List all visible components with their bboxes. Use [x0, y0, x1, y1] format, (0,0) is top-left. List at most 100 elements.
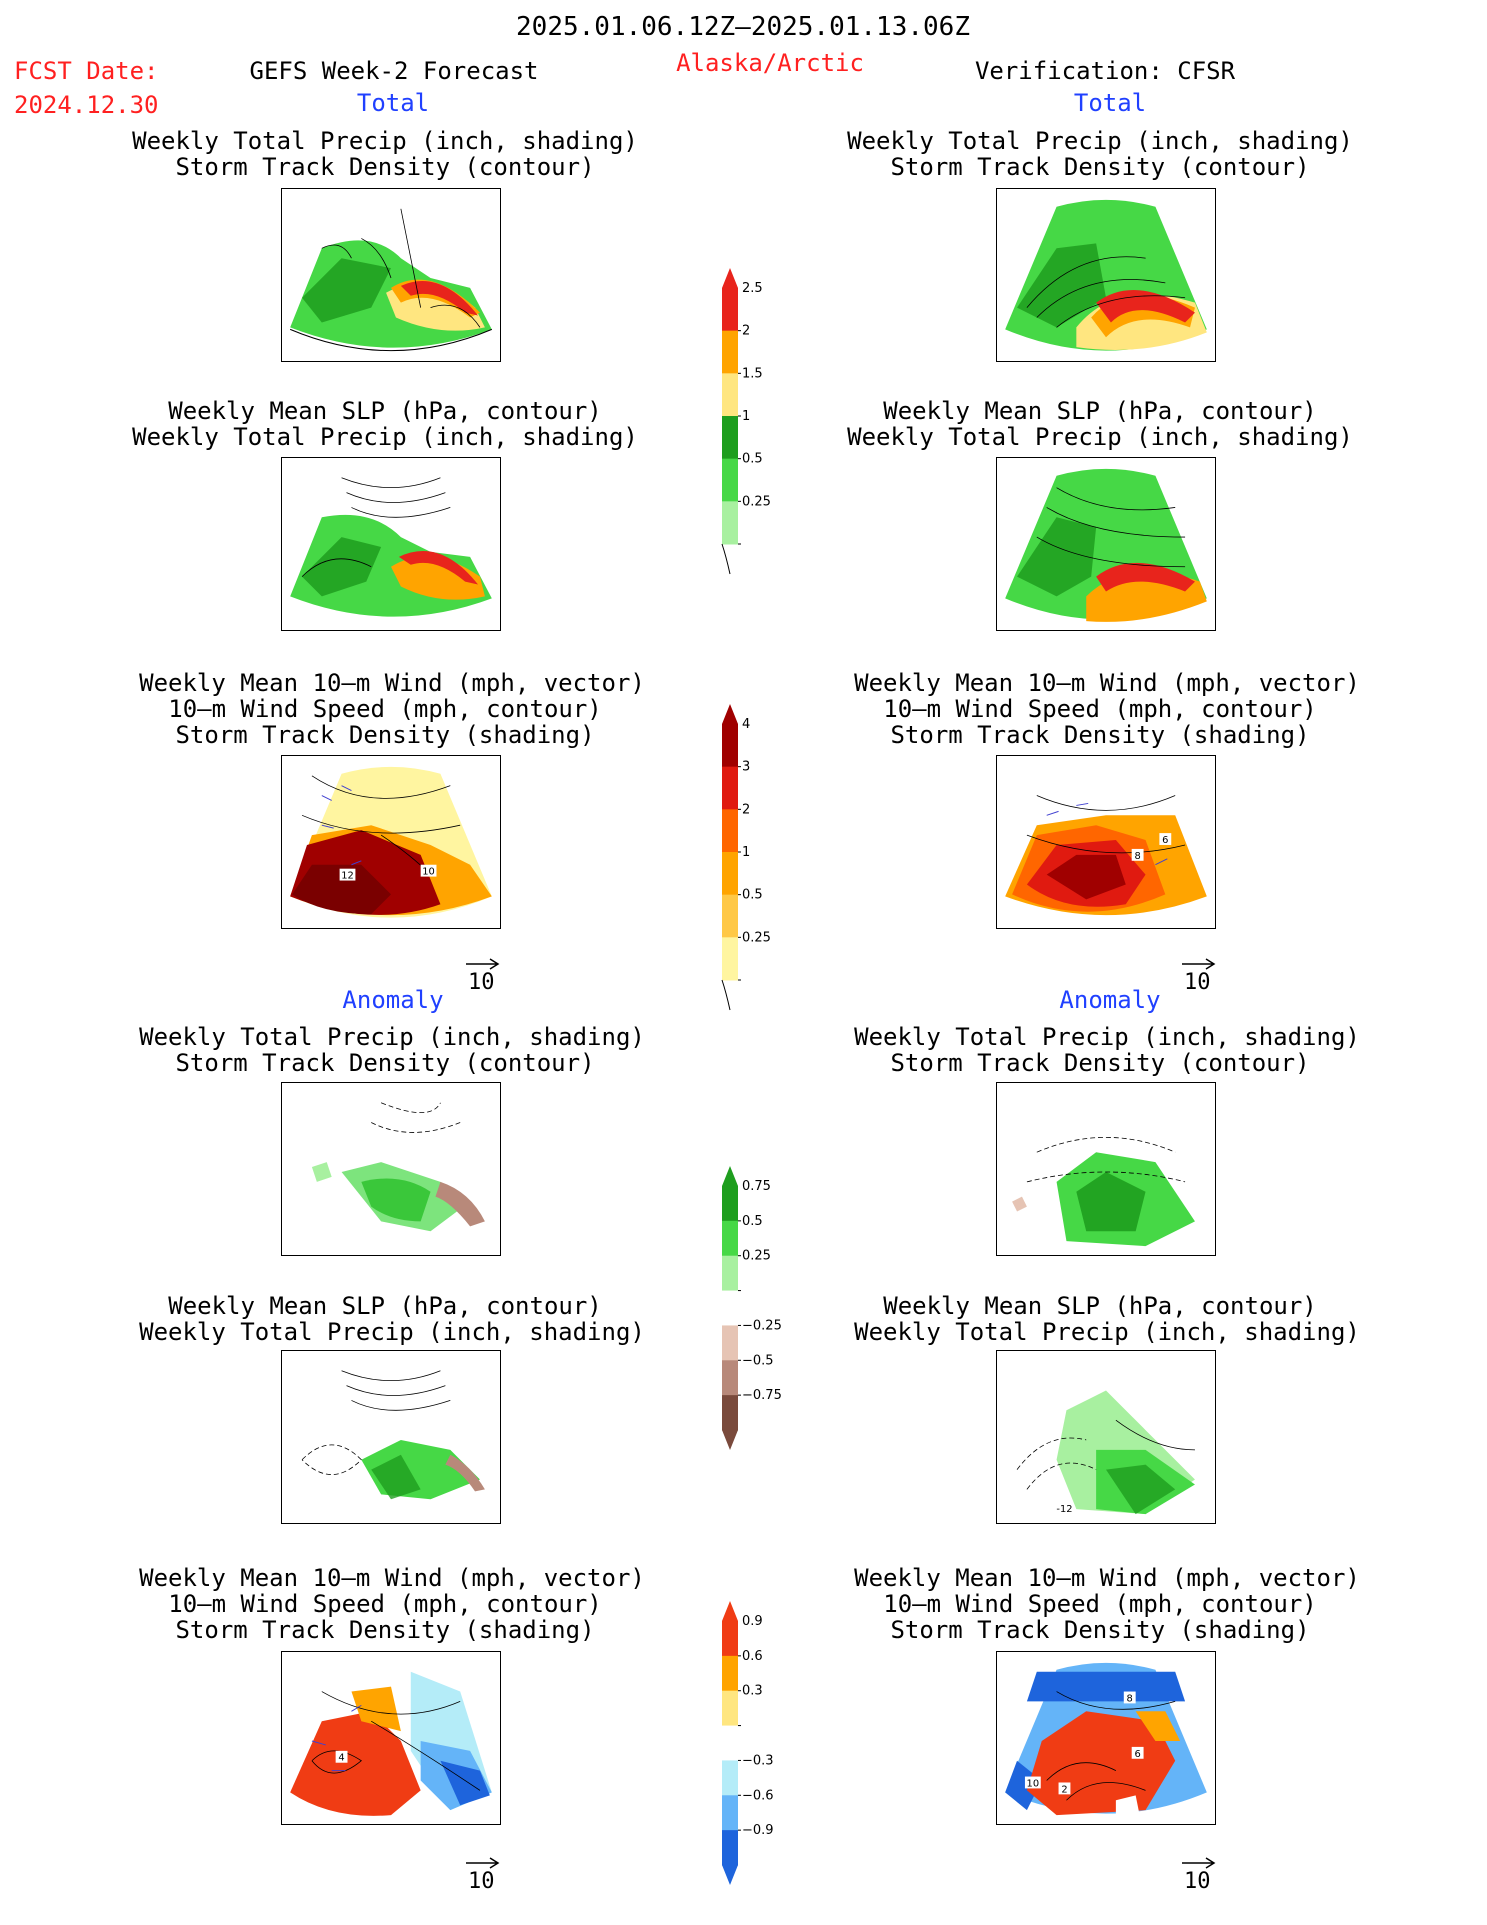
colorbar-label: 0.25	[742, 1249, 771, 1264]
title-ver-total-precip-l1: Weekly Total Precip (inch, shading)	[847, 127, 1353, 155]
colorbar-label: 0.5	[742, 888, 763, 903]
arrow-right-icon	[466, 1857, 500, 1869]
colorbar-storm-anomaly: 0.9 0.6 0.3 −0.3 −0.6 −0.9	[718, 1601, 788, 1885]
map-fcst-total-precip-storm	[281, 188, 501, 362]
map-fcst-total-wind-storm: 12 10	[281, 755, 501, 929]
colorbar-bottom-arrow	[721, 543, 731, 575]
colorbar-top-arrow	[722, 704, 738, 724]
contour-label-10: 10	[422, 867, 435, 878]
title-ver-anom-wind-l1: Weekly Mean 10—m Wind (mph, vector)	[854, 1564, 1360, 1592]
colorbar-label: 2.5	[742, 281, 763, 296]
contour-label-12: 12	[341, 871, 354, 882]
section-anomaly-forecast: Anomaly	[342, 986, 444, 1014]
contour-label-8: 8	[1134, 851, 1140, 862]
colorbar-label: 3	[742, 760, 750, 775]
section-total-verification: Total	[1073, 89, 1147, 117]
colorbar-label: 0.9	[742, 1614, 763, 1629]
colorbar-segment	[722, 1760, 738, 1796]
map-ver-anom-slp-precip: -12	[996, 1350, 1216, 1524]
colorbar-segment	[722, 1725, 738, 1761]
colorbar-segment	[722, 1395, 738, 1431]
map-ver-total-precip-storm	[996, 188, 1216, 362]
colorbar-label: 0.3	[742, 1684, 763, 1699]
colorbar-label: 0.6	[742, 1649, 763, 1664]
vector-ref-fcst-anom: 10	[464, 1857, 514, 1897]
colorbar-segment	[722, 1220, 738, 1257]
title-fcst-total-precip-l1: Weekly Total Precip (inch, shading)	[132, 127, 638, 155]
colorbar-segment	[722, 809, 738, 853]
title-fcst-total-slp-l2: Weekly Total Precip (inch, shading)	[132, 423, 638, 451]
colorbar-label: 1	[742, 409, 750, 424]
verification-title: Verification: CFSR	[974, 57, 1236, 85]
title-fcst-anom-wind-l3: Storm Track Density (shading)	[175, 1616, 595, 1644]
contour-label-10b: 10	[1027, 1778, 1040, 1789]
contour-label-4: 4	[338, 1753, 344, 1764]
colorbar-label: 0.5	[742, 452, 763, 467]
colorbar-segment	[722, 1830, 738, 1866]
map-fcst-anom-wind-storm: 4	[281, 1651, 501, 1825]
colorbar-segment	[722, 1325, 738, 1361]
title-ver-anom-wind-l2: 10—m Wind Speed (mph, contour)	[883, 1590, 1317, 1618]
forecast-title: GEFS Week-2 Forecast	[249, 57, 539, 85]
arrow-right-icon	[1182, 958, 1216, 970]
colorbar-label: 0.75	[742, 1179, 771, 1194]
colorbar-bottom-arrow	[721, 979, 731, 1011]
colorbar-segment	[722, 852, 738, 896]
title-fcst-total-wind-l1: Weekly Mean 10—m Wind (mph, vector)	[139, 669, 645, 697]
contour-label-8b: 8	[1127, 1693, 1133, 1704]
colorbar-top-arrow	[722, 268, 738, 288]
colorbar-segment	[722, 416, 738, 460]
arrow-right-icon	[1182, 1857, 1216, 1869]
map-fcst-anom-slp-precip	[281, 1350, 501, 1524]
colorbar-label: 0.25	[742, 494, 771, 509]
title-ver-anom-slp-l1: Weekly Mean SLP (hPa, contour)	[883, 1292, 1317, 1320]
colorbar-label: 2	[742, 324, 750, 339]
colorbar-label: 2	[742, 802, 750, 817]
colorbar-segment	[722, 373, 738, 417]
title-ver-anom-slp-l2: Weekly Total Precip (inch, shading)	[854, 1318, 1360, 1346]
colorbar-label: 1.5	[742, 366, 763, 381]
colorbar-precip-total: 2.5 2 1.5 1 0.5 0.25	[718, 268, 788, 575]
title-ver-total-wind-l2: 10—m Wind Speed (mph, contour)	[883, 695, 1317, 723]
vector-ref-label: 10	[468, 1869, 495, 1894]
colorbar-label: 4	[742, 717, 750, 732]
contour-label-2: 2	[1061, 1784, 1067, 1795]
colorbar-top-arrow	[722, 1166, 738, 1186]
colorbar-storm-total: 4 3 2 1 0.5 0.25	[718, 704, 788, 1011]
title-ver-anom-precip-l1: Weekly Total Precip (inch, shading)	[854, 1023, 1360, 1051]
fcst-date-label: FCST Date:	[14, 57, 159, 85]
title-fcst-anom-slp-l1: Weekly Mean SLP (hPa, contour)	[168, 1292, 602, 1320]
colorbar-precip-anomaly: 0.75 0.5 0.25 −0.25 −0.5 −0.75	[718, 1166, 788, 1450]
title-fcst-anom-slp-l2: Weekly Total Precip (inch, shading)	[139, 1318, 645, 1346]
date-range-title: 2025.01.06.12Z—2025.01.13.06Z	[516, 12, 970, 42]
colorbar-segment	[722, 458, 738, 502]
title-ver-anom-precip-l2: Storm Track Density (contour)	[890, 1049, 1310, 1077]
colorbar-label: −0.6	[742, 1788, 774, 1803]
colorbar-segment	[722, 1290, 738, 1326]
map-fcst-anom-precip-storm	[281, 1082, 501, 1256]
colorbar-segment	[722, 894, 738, 938]
colorbar-label: −0.9	[742, 1823, 774, 1838]
colorbar-segment	[722, 1655, 738, 1692]
contour-label-minus12: -12	[1056, 1504, 1072, 1515]
vector-ref-label: 10	[1184, 970, 1211, 995]
colorbar-label: 0.25	[742, 930, 771, 945]
colorbar-top-arrow	[722, 1601, 738, 1621]
contour-label-6: 6	[1162, 835, 1168, 846]
vector-ref-fcst-total: 10	[464, 958, 514, 998]
map-fcst-total-slp-precip	[281, 457, 501, 631]
colorbar-segment	[722, 724, 738, 768]
colorbar-segment	[722, 330, 738, 374]
colorbar-bottom-arrow	[722, 1865, 738, 1885]
title-fcst-total-wind-l2: 10—m Wind Speed (mph, contour)	[168, 695, 602, 723]
title-fcst-total-wind-l3: Storm Track Density (shading)	[175, 721, 595, 749]
title-fcst-anom-precip-l1: Weekly Total Precip (inch, shading)	[139, 1023, 645, 1051]
colorbar-label: −0.5	[742, 1353, 774, 1368]
vector-ref-ver-total: 10	[1180, 958, 1230, 998]
map-ver-anom-precip-storm	[996, 1082, 1216, 1256]
contour-label-6b: 6	[1134, 1749, 1140, 1760]
map-ver-total-wind-storm: 8 6	[996, 755, 1216, 929]
map-ver-total-slp-precip	[996, 457, 1216, 631]
colorbar-segment	[722, 288, 738, 332]
colorbar-segment	[722, 937, 738, 981]
